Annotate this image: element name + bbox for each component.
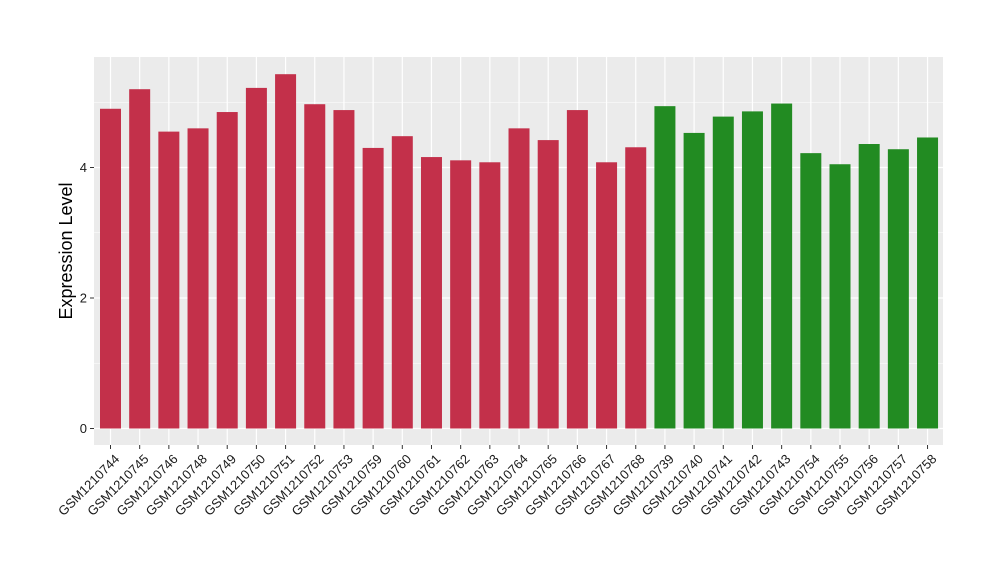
bar-GSM1210744	[100, 108, 121, 429]
y-tick-label: 4	[80, 160, 87, 175]
x-axis: GSM1210744GSM1210745GSM1210746GSM1210748…	[55, 445, 939, 519]
bar-GSM1210753	[333, 110, 355, 429]
bar-GSM1210739	[654, 106, 676, 429]
bar-GSM1210756	[858, 144, 880, 429]
bar-GSM1210742	[741, 111, 763, 429]
y-tick-label: 0	[80, 421, 87, 436]
bar-GSM1210746	[158, 131, 180, 429]
bar-GSM1210751	[275, 74, 297, 429]
y-axis: 0 2 4	[80, 160, 94, 436]
bar-GSM1210755	[829, 164, 851, 429]
bar-GSM1210768	[625, 147, 647, 429]
bar-GSM1210764	[508, 128, 530, 429]
bar-GSM1210763	[479, 162, 501, 429]
bar-GSM1210743	[771, 103, 793, 429]
bar-GSM1210748	[187, 128, 209, 429]
bar-GSM1210766	[566, 110, 588, 429]
bar-GSM1210745	[129, 89, 151, 429]
bar-GSM1210740	[683, 132, 705, 429]
bar-GSM1210760	[391, 136, 413, 429]
bars	[100, 74, 939, 429]
bar-GSM1210754	[800, 153, 822, 429]
bar-GSM1210759	[362, 147, 384, 429]
bar-GSM1210752	[304, 104, 326, 429]
bar-GSM1210749	[216, 112, 238, 429]
bar-GSM1210767	[596, 162, 618, 429]
bar-GSM1210761	[420, 157, 442, 429]
bar-GSM1210762	[450, 160, 472, 429]
bar-GSM1210757	[887, 149, 909, 429]
y-axis-title: Expression Level	[56, 182, 76, 319]
bar-GSM1210741	[712, 116, 734, 429]
bar-GSM1210750	[245, 87, 267, 429]
y-tick-label: 2	[80, 291, 87, 306]
bar-GSM1210758	[917, 137, 939, 429]
bar-GSM1210765	[537, 140, 559, 429]
